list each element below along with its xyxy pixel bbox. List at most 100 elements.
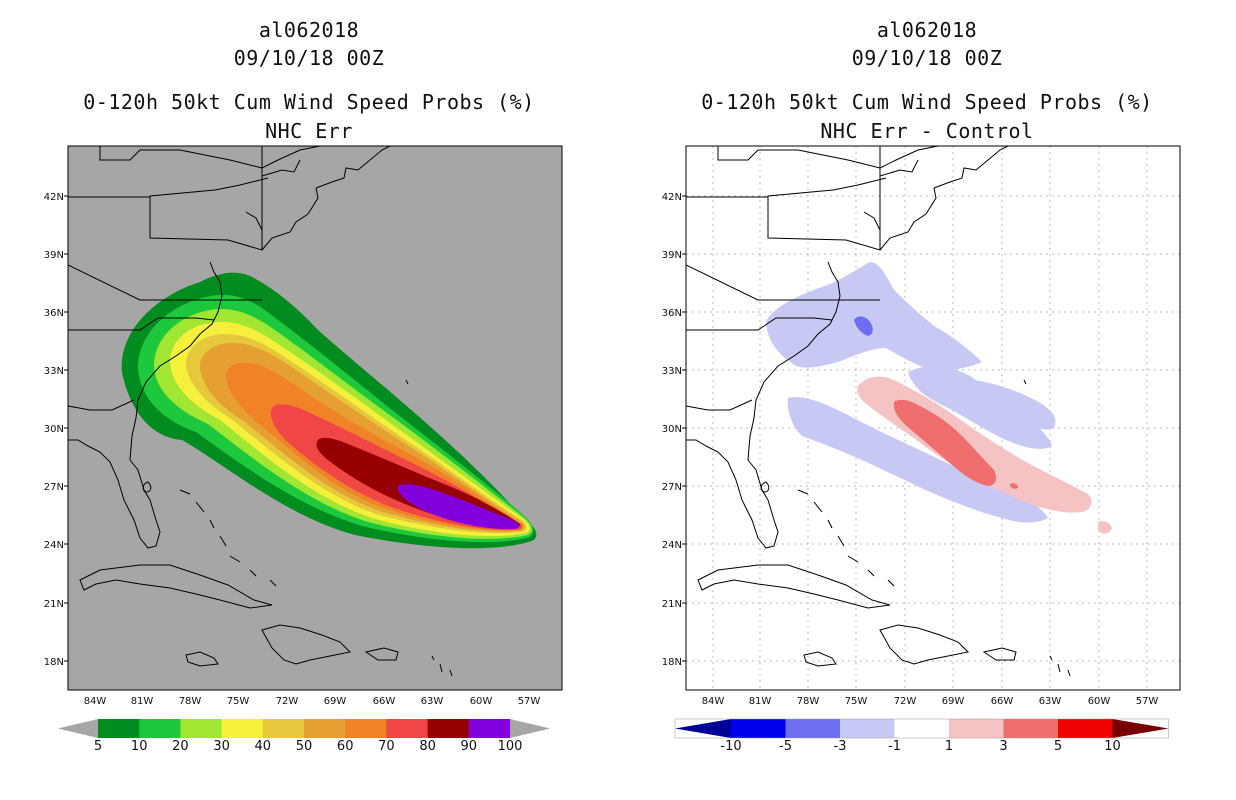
colorbar-label: 50 [296,739,313,754]
lat-label: 27N [662,482,682,493]
lon-label: 66W [373,696,396,707]
colorbar-swatch [949,719,1004,738]
colorbar-swatch [98,719,140,738]
colorbar-swatch [894,719,950,738]
colorbar-label: 5 [94,739,102,754]
lat-label: 21N [662,599,682,610]
lon-label: 69W [324,696,347,707]
colorbar-end-low [58,719,98,738]
right-date: 09/10/18 00Z [851,46,1003,70]
lon-label: 57W [518,696,541,707]
right-map-frame [685,145,1181,691]
colorbar-label: 20 [172,739,189,754]
lon-label: 84W [702,696,725,707]
lat-label: 42N [662,192,682,203]
colorbar-label: 10 [131,739,148,754]
colorbar-label: 1 [945,739,953,754]
colorbar-swatch [180,719,223,738]
right-panel: al062018 09/10/18 00Z 0-120h 50kt Cum Wi… [618,0,1236,800]
lon-label: 81W [749,696,772,707]
contour-pos-small-2 [1010,483,1018,489]
lat-label: 30N [662,424,682,435]
colorbar-label: -10 [720,739,741,754]
contour-neg-medium [854,316,873,336]
left-map-svg: 42N 39N 36N 33N 30N 27N 24N 21N 18N 84W … [44,145,563,754]
colorbar-end-high [510,719,550,738]
lon-label: 81W [131,696,154,707]
lon-label: 57W [1136,696,1159,707]
colorbar-swatch [345,719,387,738]
right-lat-ticks [682,195,686,662]
lat-label: 33N [662,366,682,377]
colorbar-label: 80 [419,739,436,754]
lon-label: 75W [845,696,868,707]
lon-label: 72W [894,696,917,707]
left-title: 0-120h 50kt Cum Wind Speed Probs (%) [83,90,535,114]
contour-neg-light-east [908,366,1052,449]
lat-label: 30N [44,424,64,435]
colorbar-swatch [1058,719,1113,738]
colorbar-label: 10 [1104,739,1121,754]
right-colorbar: -10 -5 -3 -1 1 3 5 10 [674,718,1169,754]
lat-label: 24N [44,540,64,551]
lat-label: 39N [662,250,682,261]
lat-label: 24N [662,540,682,551]
colorbar-swatch [262,719,305,738]
lat-label: 18N [662,657,682,668]
colorbar-swatch [427,719,470,738]
lon-label: 63W [1039,696,1062,707]
right-difference-contours [766,262,1112,534]
colorbar-label: 100 [498,739,523,754]
colorbar-label: 60 [337,739,354,754]
lat-label: 36N [662,308,682,319]
contour-90 [397,484,520,530]
lon-label: 69W [942,696,965,707]
lon-label: 78W [797,696,820,707]
right-subtitle: NHC Err - Control [820,119,1034,143]
left-colorbar: 5 10 20 30 40 50 60 70 80 90 100 [58,719,550,754]
colorbar-label: 40 [255,739,272,754]
contour-neg-light-north [766,262,982,371]
left-probability-contours [121,272,537,549]
contour-pos-medium [893,399,996,486]
right-map-outline [686,146,1071,677]
lat-label: 39N [44,250,64,261]
colorbar-swatch [468,719,511,738]
colorbar-swatch [840,719,895,738]
contour-pos-small-1 [1098,521,1112,534]
colorbar-swatch [139,719,181,738]
colorbar-end-low [675,719,731,738]
colorbar-label: 3 [999,739,1007,754]
right-storm-id: al062018 [876,18,978,42]
left-lat-ticks [64,195,68,662]
left-lat-labels: 42N 39N 36N 33N 30N 27N 24N 21N 18N [44,192,64,668]
lat-label: 18N [44,657,64,668]
left-map-frame [67,145,563,691]
lon-label: 63W [421,696,444,707]
right-lat-labels: 42N 39N 36N 33N 30N 27N 24N 21N 18N [662,192,682,668]
colorbar-swatch [731,719,786,738]
colorbar-label: 30 [213,739,230,754]
lat-label: 27N [44,482,64,493]
right-lon-labels: 84W 81W 78W 75W 72W 69W 66W 63W 60W 57W [702,696,1159,707]
lat-label: 42N [44,192,64,203]
lat-label: 33N [44,366,64,377]
lat-label: 21N [44,599,64,610]
left-map-outline [68,146,453,677]
left-panel: al062018 09/10/18 00Z 0-120h 50kt Cum Wi… [44,18,563,754]
lon-label: 60W [1088,696,1111,707]
colorbar-end-high [1112,719,1169,738]
colorbar-label: 70 [378,739,395,754]
colorbar-label: 90 [461,739,478,754]
lon-label: 84W [84,696,107,707]
colorbar-swatch [221,719,264,738]
lon-label: 60W [470,696,493,707]
colorbar-label: -3 [834,739,847,754]
left-lon-labels: 84W 81W 78W 75W 72W 69W 66W 63W 60W 57W [84,696,541,707]
colorbar-swatch [304,719,346,738]
contour-neg-light-track [974,380,1056,430]
colorbar-label: -1 [888,739,901,754]
colorbar-outline [674,718,1169,739]
lat-label: 36N [44,308,64,319]
left-subtitle: NHC Err [265,119,353,143]
